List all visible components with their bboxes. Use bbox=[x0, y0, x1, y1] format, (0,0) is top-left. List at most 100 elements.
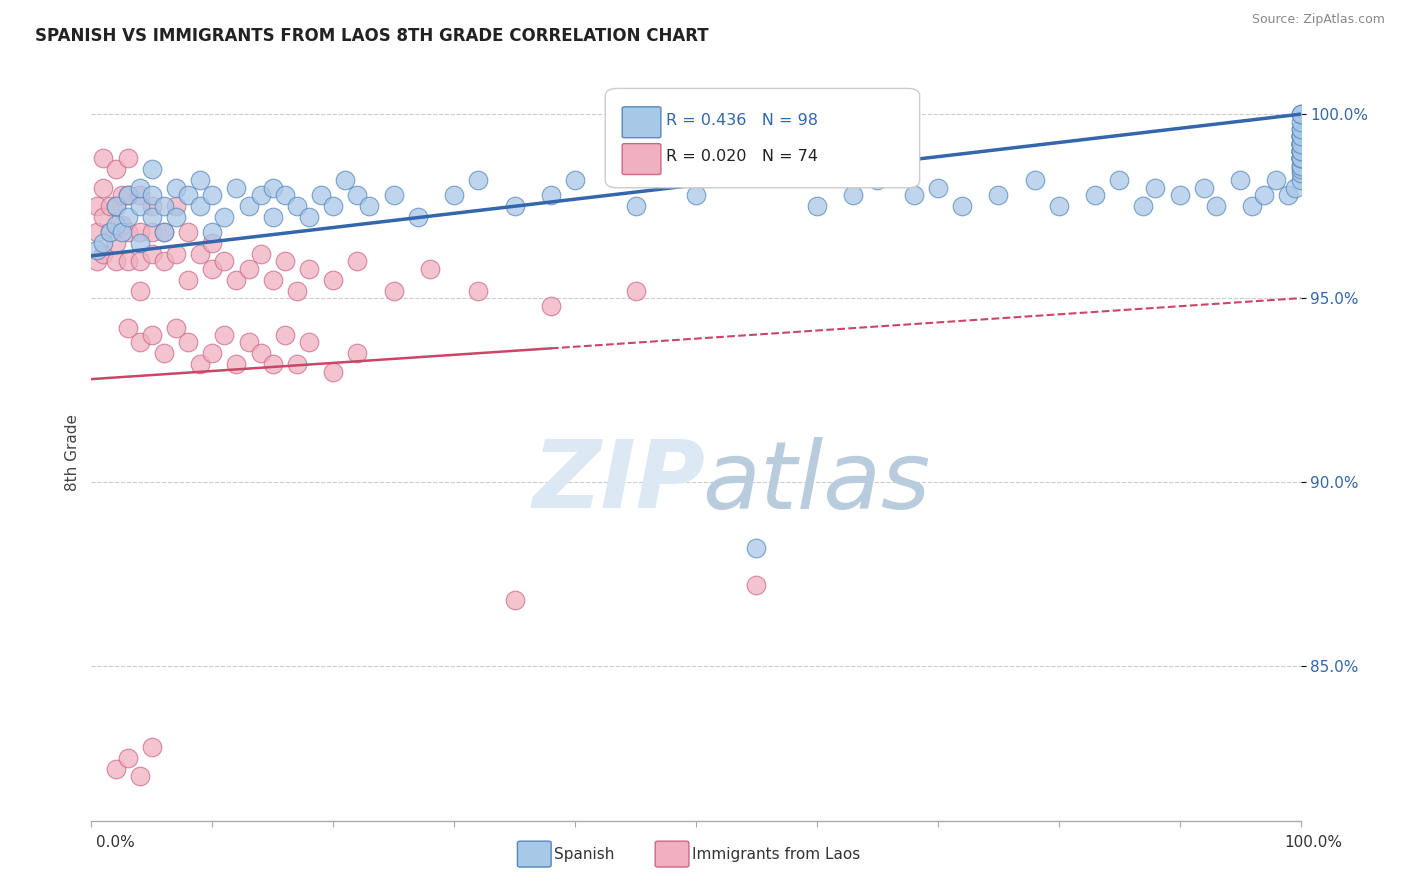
Point bbox=[104, 199, 127, 213]
Text: Source: ZipAtlas.com: Source: ZipAtlas.com bbox=[1251, 13, 1385, 27]
Point bbox=[177, 188, 200, 202]
Point bbox=[188, 173, 211, 187]
Point bbox=[1289, 166, 1312, 180]
Point bbox=[564, 173, 586, 187]
Point bbox=[274, 188, 297, 202]
Point bbox=[117, 188, 139, 202]
Point bbox=[1229, 173, 1251, 187]
Point bbox=[1253, 188, 1275, 202]
Point bbox=[93, 181, 115, 195]
Point bbox=[1289, 107, 1312, 121]
Point bbox=[262, 273, 284, 287]
Point bbox=[346, 254, 368, 268]
Point bbox=[298, 335, 321, 350]
Point bbox=[117, 751, 139, 765]
Point bbox=[117, 188, 139, 202]
Point bbox=[98, 225, 121, 239]
Point bbox=[298, 261, 321, 276]
Point bbox=[1289, 136, 1312, 151]
Point bbox=[1289, 144, 1312, 158]
Point bbox=[624, 199, 647, 213]
Point bbox=[1289, 121, 1312, 136]
Point bbox=[177, 225, 200, 239]
Point bbox=[86, 244, 108, 258]
Point bbox=[128, 181, 150, 195]
Point bbox=[153, 199, 176, 213]
Point bbox=[225, 273, 247, 287]
Point bbox=[346, 188, 368, 202]
Point bbox=[866, 173, 889, 187]
Point bbox=[117, 211, 139, 225]
Point bbox=[1289, 151, 1312, 165]
Point bbox=[98, 199, 121, 213]
Point bbox=[262, 357, 284, 371]
Point bbox=[503, 199, 526, 213]
Point bbox=[128, 235, 150, 250]
Point bbox=[1289, 136, 1312, 151]
Point bbox=[382, 284, 405, 298]
Point bbox=[1024, 173, 1046, 187]
Point bbox=[117, 254, 139, 268]
Point bbox=[806, 199, 828, 213]
Point bbox=[128, 188, 150, 202]
Point bbox=[141, 225, 163, 239]
Point bbox=[298, 211, 321, 225]
Point bbox=[188, 357, 211, 371]
Point bbox=[249, 247, 271, 261]
Point bbox=[406, 211, 429, 225]
Point bbox=[322, 365, 344, 379]
Point bbox=[201, 261, 224, 276]
Point bbox=[141, 740, 163, 755]
Point bbox=[128, 254, 150, 268]
Point bbox=[104, 162, 127, 177]
Point bbox=[93, 247, 115, 261]
Point bbox=[467, 173, 489, 187]
Point bbox=[285, 199, 308, 213]
Point bbox=[1289, 159, 1312, 173]
Point bbox=[382, 188, 405, 202]
Point bbox=[188, 199, 211, 213]
Point bbox=[201, 225, 224, 239]
Point bbox=[274, 254, 297, 268]
Point bbox=[1289, 144, 1312, 158]
Text: atlas: atlas bbox=[702, 436, 931, 528]
Point bbox=[950, 199, 973, 213]
Text: 100.0%: 100.0% bbox=[1285, 836, 1343, 850]
Y-axis label: 8th Grade: 8th Grade bbox=[65, 414, 80, 491]
Point bbox=[285, 357, 308, 371]
Point bbox=[111, 188, 132, 202]
Point bbox=[540, 299, 562, 313]
Point bbox=[165, 320, 187, 334]
Point bbox=[540, 188, 562, 202]
Point bbox=[1289, 159, 1312, 173]
Point bbox=[104, 199, 127, 213]
Point bbox=[1289, 129, 1312, 144]
Point bbox=[214, 254, 236, 268]
Point bbox=[1289, 144, 1312, 158]
Point bbox=[1289, 151, 1312, 165]
Point bbox=[1289, 107, 1312, 121]
Text: R = 0.436   N = 98: R = 0.436 N = 98 bbox=[665, 112, 818, 128]
Point bbox=[86, 199, 108, 213]
Point bbox=[1277, 188, 1299, 202]
Point bbox=[1289, 151, 1312, 165]
Text: R = 0.020   N = 74: R = 0.020 N = 74 bbox=[665, 149, 818, 164]
Point bbox=[111, 225, 132, 239]
Point bbox=[1289, 121, 1312, 136]
Point bbox=[1289, 136, 1312, 151]
Point bbox=[1289, 114, 1312, 128]
Point bbox=[201, 346, 224, 360]
Point bbox=[104, 254, 127, 268]
Point bbox=[745, 578, 768, 592]
Point bbox=[285, 284, 308, 298]
Point bbox=[1084, 188, 1107, 202]
Point bbox=[141, 188, 163, 202]
Point bbox=[165, 211, 187, 225]
Point bbox=[685, 188, 707, 202]
Point bbox=[927, 181, 949, 195]
Point bbox=[238, 261, 260, 276]
Text: ZIP: ZIP bbox=[533, 436, 706, 528]
Point bbox=[249, 346, 271, 360]
Point bbox=[98, 225, 121, 239]
Point bbox=[1241, 199, 1264, 213]
